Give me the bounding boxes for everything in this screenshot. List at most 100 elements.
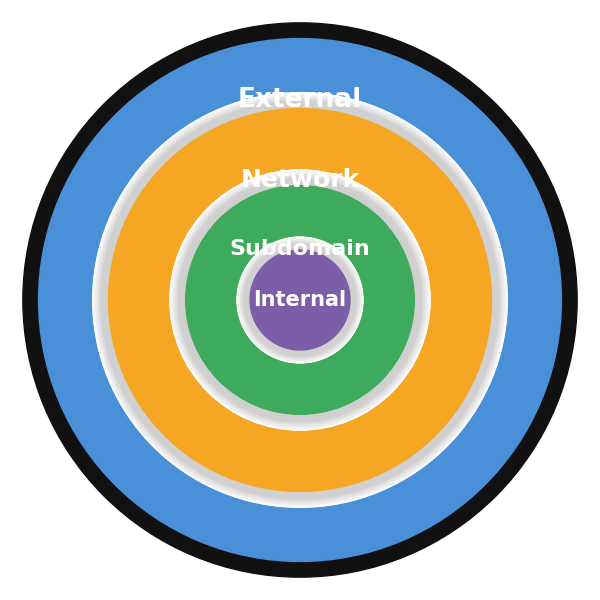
Circle shape (106, 106, 494, 494)
Circle shape (175, 175, 425, 425)
Circle shape (103, 103, 497, 497)
Circle shape (238, 238, 362, 362)
Circle shape (250, 250, 350, 350)
Circle shape (242, 242, 358, 358)
Circle shape (172, 172, 428, 428)
Circle shape (244, 244, 356, 356)
Circle shape (23, 23, 577, 577)
Circle shape (185, 185, 415, 415)
Circle shape (99, 99, 501, 501)
Circle shape (182, 182, 418, 418)
Circle shape (185, 185, 415, 415)
Circle shape (241, 241, 359, 359)
Circle shape (181, 181, 419, 419)
Circle shape (103, 103, 497, 497)
Circle shape (182, 182, 418, 418)
Circle shape (170, 170, 430, 430)
Circle shape (180, 180, 420, 420)
Circle shape (250, 250, 350, 350)
Circle shape (100, 100, 500, 500)
Circle shape (173, 173, 427, 427)
Circle shape (179, 179, 421, 421)
Circle shape (100, 100, 500, 500)
Text: Network: Network (241, 168, 359, 192)
Circle shape (100, 100, 500, 500)
Circle shape (245, 245, 355, 355)
Circle shape (249, 249, 351, 351)
Circle shape (244, 244, 356, 356)
Circle shape (176, 176, 424, 424)
Circle shape (248, 248, 352, 352)
Circle shape (38, 38, 562, 562)
Circle shape (101, 101, 499, 499)
Circle shape (173, 173, 427, 427)
Circle shape (248, 248, 352, 352)
Circle shape (102, 102, 498, 498)
Circle shape (175, 175, 425, 425)
Circle shape (184, 184, 416, 416)
Circle shape (170, 170, 430, 430)
Circle shape (241, 241, 359, 359)
Circle shape (238, 238, 362, 362)
Circle shape (104, 104, 496, 496)
Circle shape (170, 170, 430, 430)
Text: External: External (238, 87, 362, 113)
Circle shape (184, 184, 416, 416)
Circle shape (245, 245, 355, 355)
Circle shape (244, 244, 356, 356)
Circle shape (239, 239, 361, 361)
Circle shape (95, 95, 505, 505)
Circle shape (178, 178, 422, 422)
Circle shape (243, 243, 357, 357)
Circle shape (239, 239, 361, 361)
Circle shape (242, 242, 358, 358)
Circle shape (237, 237, 363, 363)
Circle shape (238, 238, 362, 362)
Circle shape (108, 108, 492, 492)
Circle shape (96, 96, 504, 504)
Circle shape (94, 94, 506, 506)
Circle shape (247, 247, 353, 353)
Circle shape (106, 106, 494, 494)
Circle shape (177, 177, 423, 423)
Circle shape (171, 171, 429, 429)
Circle shape (179, 179, 421, 421)
Text: Internal: Internal (253, 290, 347, 310)
Circle shape (101, 101, 499, 499)
Circle shape (94, 94, 506, 506)
Circle shape (250, 250, 350, 350)
Circle shape (93, 93, 507, 507)
Circle shape (179, 179, 421, 421)
Circle shape (242, 242, 358, 358)
Circle shape (107, 107, 493, 493)
Text: Subdomain: Subdomain (230, 239, 370, 259)
Circle shape (106, 106, 494, 494)
Circle shape (97, 97, 503, 503)
Circle shape (104, 104, 496, 496)
Circle shape (95, 95, 505, 505)
Circle shape (181, 181, 419, 419)
Circle shape (94, 94, 506, 506)
Circle shape (248, 248, 352, 352)
Circle shape (174, 174, 426, 426)
Circle shape (98, 98, 502, 502)
Circle shape (183, 183, 417, 417)
Circle shape (178, 178, 422, 422)
Circle shape (109, 109, 491, 491)
Circle shape (246, 246, 354, 354)
Circle shape (175, 175, 425, 425)
Circle shape (247, 247, 353, 353)
Circle shape (93, 93, 507, 507)
Circle shape (245, 245, 355, 355)
Circle shape (109, 109, 491, 491)
Circle shape (240, 240, 360, 360)
Circle shape (237, 237, 363, 363)
Circle shape (186, 186, 414, 414)
Circle shape (240, 240, 360, 360)
Circle shape (176, 176, 424, 424)
Circle shape (107, 107, 493, 493)
Circle shape (180, 180, 420, 420)
Circle shape (247, 247, 353, 353)
Circle shape (101, 101, 499, 499)
Circle shape (244, 244, 356, 356)
